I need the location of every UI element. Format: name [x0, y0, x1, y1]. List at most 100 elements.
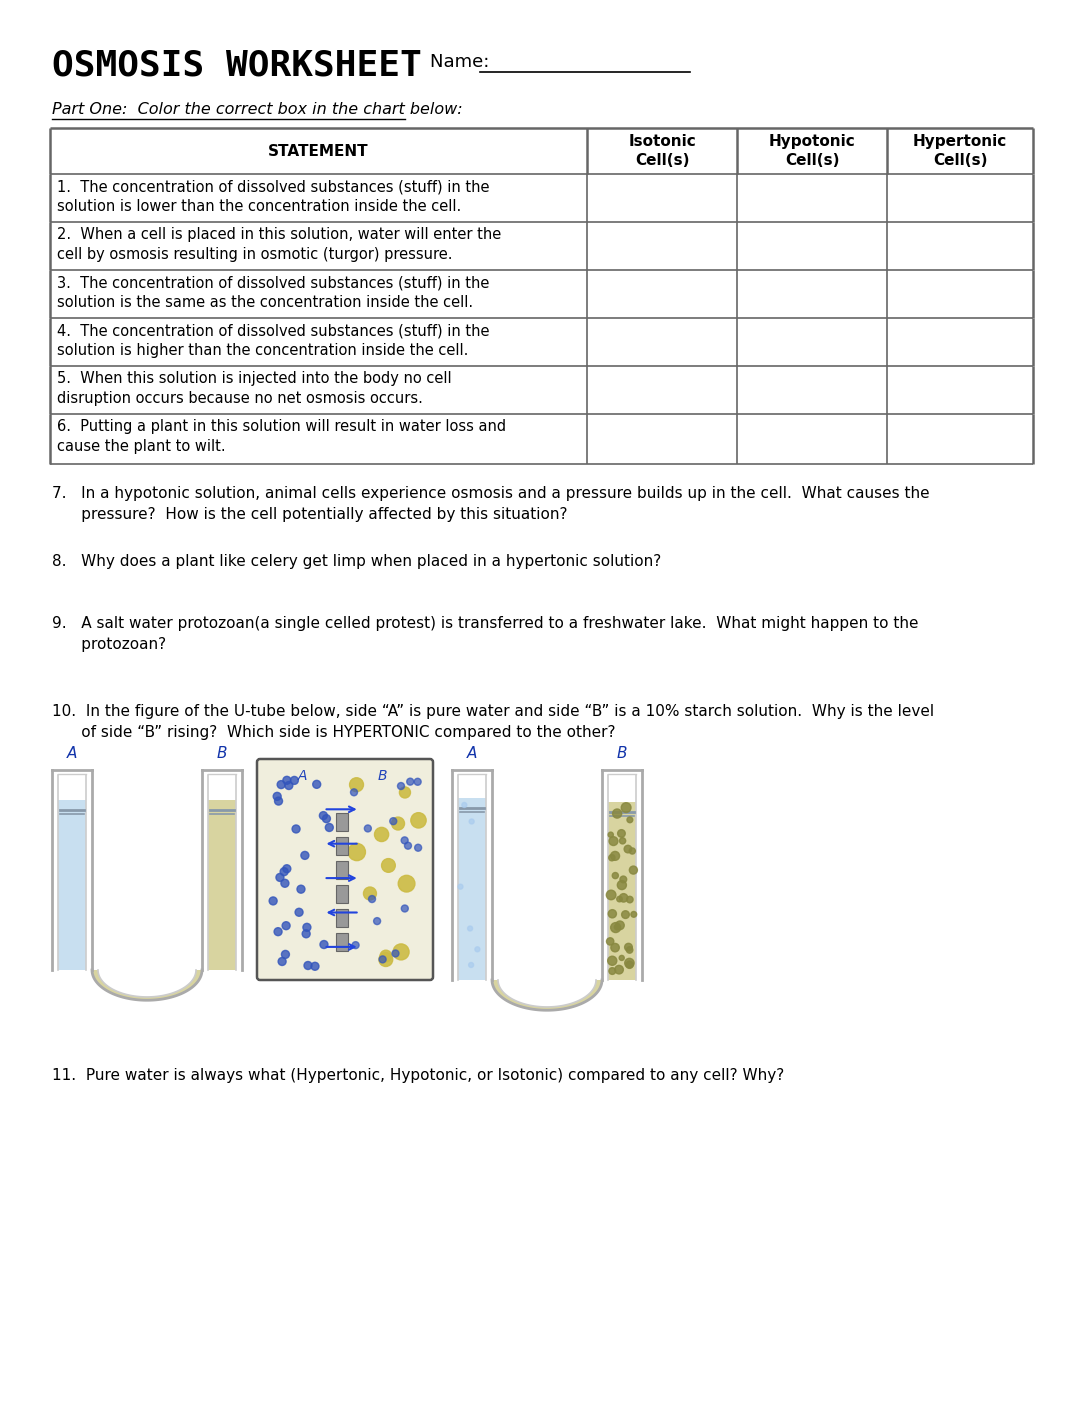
Circle shape [617, 830, 625, 837]
Circle shape [295, 908, 303, 917]
Circle shape [368, 896, 376, 903]
Circle shape [379, 956, 387, 963]
Circle shape [303, 924, 311, 931]
Text: B: B [616, 746, 627, 761]
Circle shape [611, 944, 619, 952]
Circle shape [631, 911, 637, 917]
Circle shape [619, 893, 628, 901]
Text: 4.  The concentration of dissolved substances (stuff) in the
solution is higher : 4. The concentration of dissolved substa… [57, 322, 490, 358]
Circle shape [612, 872, 618, 879]
Circle shape [616, 896, 623, 901]
Circle shape [274, 798, 283, 805]
Text: STATEMENT: STATEMENT [269, 143, 369, 158]
Circle shape [615, 966, 624, 974]
Circle shape [629, 866, 638, 873]
Circle shape [458, 885, 462, 889]
Circle shape [352, 942, 360, 949]
Circle shape [615, 921, 624, 930]
Bar [336, 885, 348, 903]
Circle shape [609, 833, 613, 837]
Circle shape [469, 963, 473, 967]
Text: Name:: Name: [430, 53, 500, 72]
Circle shape [402, 906, 408, 911]
Circle shape [313, 781, 321, 788]
Text: 9.   A salt water protozoan(a single celled protest) is transferred to a freshwa: 9. A salt water protozoan(a single celle… [52, 615, 918, 652]
Circle shape [613, 809, 622, 819]
Circle shape [614, 924, 619, 930]
Bar [336, 837, 348, 854]
Circle shape [390, 817, 396, 824]
Circle shape [468, 925, 472, 931]
Text: Hypertonic
Cell(s): Hypertonic Cell(s) [913, 135, 1007, 168]
Text: 1.  The concentration of dissolved substances (stuff) in the
solution is lower t: 1. The concentration of dissolved substa… [57, 179, 490, 213]
Circle shape [617, 880, 626, 890]
Circle shape [282, 921, 290, 930]
Circle shape [311, 962, 319, 970]
Circle shape [622, 803, 631, 813]
Circle shape [404, 843, 412, 850]
Circle shape [622, 911, 629, 918]
Circle shape [625, 944, 632, 951]
Circle shape [401, 837, 408, 844]
Circle shape [619, 955, 624, 960]
Circle shape [609, 967, 615, 974]
Circle shape [301, 851, 309, 859]
Circle shape [611, 851, 619, 861]
Circle shape [290, 777, 298, 784]
Circle shape [626, 962, 634, 969]
Circle shape [608, 956, 617, 966]
Text: Isotonic
Cell(s): Isotonic Cell(s) [628, 135, 696, 168]
Text: Part One:  Color the correct box in the chart below:: Part One: Color the correct box in the c… [52, 102, 462, 116]
Text: 7.   In a hypotonic solution, animal cells experience osmosis and a pressure bui: 7. In a hypotonic solution, animal cells… [52, 486, 929, 522]
Circle shape [364, 887, 377, 900]
Circle shape [415, 844, 421, 851]
Text: 5.  When this solution is injected into the body no cell
disruption occurs becau: 5. When this solution is injected into t… [57, 372, 452, 405]
Circle shape [319, 812, 327, 820]
Circle shape [407, 778, 414, 785]
Text: Hypotonic
Cell(s): Hypotonic Cell(s) [769, 135, 856, 168]
Circle shape [380, 951, 392, 962]
Text: OSMOSIS WORKSHEET: OSMOSIS WORKSHEET [52, 48, 421, 81]
Circle shape [285, 781, 292, 789]
Bar [336, 932, 348, 951]
Circle shape [606, 890, 616, 900]
Circle shape [392, 817, 405, 830]
Circle shape [625, 959, 634, 967]
Text: 6.  Putting a plant in this solution will result in water loss and
cause the pla: 6. Putting a plant in this solution will… [57, 419, 506, 454]
Bar [608, 802, 636, 980]
Circle shape [392, 951, 399, 958]
Circle shape [270, 897, 277, 904]
Circle shape [381, 858, 395, 872]
Circle shape [393, 944, 409, 960]
Circle shape [350, 778, 364, 792]
Circle shape [619, 838, 626, 844]
Bar [58, 801, 86, 970]
Circle shape [627, 817, 632, 823]
Text: B: B [217, 746, 227, 761]
Circle shape [351, 789, 357, 796]
Circle shape [283, 865, 291, 872]
Circle shape [273, 792, 282, 801]
Text: A: A [67, 746, 77, 761]
Bar [336, 861, 348, 879]
Circle shape [276, 873, 284, 882]
Text: B: B [378, 770, 387, 782]
Circle shape [609, 855, 615, 861]
Circle shape [374, 917, 380, 924]
Circle shape [302, 930, 310, 938]
Text: 10.  In the figure of the U-tube below, side “A” is pure water and side “B” is a: 10. In the figure of the U-tube below, s… [52, 704, 935, 740]
Text: A: A [298, 770, 308, 782]
Circle shape [397, 782, 404, 789]
Circle shape [609, 910, 616, 918]
Circle shape [364, 824, 371, 831]
Polygon shape [492, 980, 602, 1011]
Circle shape [348, 844, 365, 861]
Circle shape [274, 928, 282, 935]
Circle shape [280, 879, 289, 887]
Circle shape [319, 941, 328, 949]
Bar [336, 908, 348, 927]
Text: 3.  The concentration of dissolved substances (stuff) in the
solution is the sam: 3. The concentration of dissolved substa… [57, 275, 490, 310]
Circle shape [624, 845, 631, 852]
Circle shape [414, 778, 421, 785]
Circle shape [606, 938, 614, 945]
